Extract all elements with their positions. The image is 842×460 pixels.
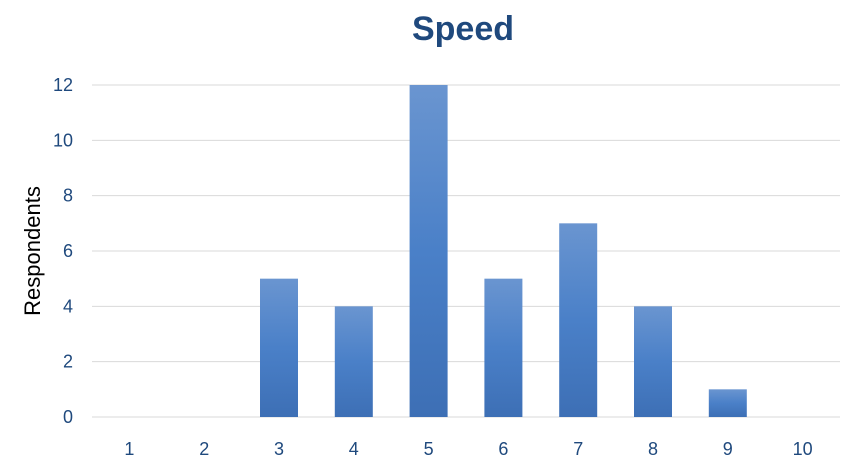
y-tick-label: 10 (53, 130, 73, 150)
x-tick-label: 4 (349, 439, 359, 459)
x-tick-label: 7 (573, 439, 583, 459)
y-tick-label: 8 (63, 186, 73, 206)
bar-5 (409, 85, 448, 417)
y-tick-label: 4 (63, 296, 73, 316)
x-tick-label: 9 (723, 439, 733, 459)
chart-title: Speed (412, 10, 514, 48)
y-tick-label: 2 (63, 352, 73, 372)
y-axis-label: Respondents (20, 186, 45, 316)
x-tick-label: 1 (124, 439, 134, 459)
x-tick-label: 10 (793, 439, 813, 459)
x-tick-label: 8 (648, 439, 658, 459)
bar-8 (634, 306, 672, 417)
gridlines (92, 84, 840, 418)
y-tick-label: 0 (63, 407, 73, 427)
x-tick-label: 3 (274, 439, 284, 459)
y-tick-label: 12 (53, 75, 73, 95)
x-tick-labels: 1 2 3 4 5 6 7 8 9 10 (124, 439, 812, 459)
x-tick-label: 6 (498, 439, 508, 459)
y-tick-labels: 0 2 4 6 8 10 12 (53, 75, 73, 427)
x-tick-label: 2 (199, 439, 209, 459)
bar-6 (484, 278, 523, 417)
bar-9 (708, 389, 747, 417)
x-tick-label: 5 (424, 439, 434, 459)
bar-3 (260, 278, 298, 417)
y-tick-label: 6 (63, 241, 73, 261)
bars (260, 85, 747, 417)
bar-4 (334, 306, 373, 417)
bar-7 (559, 223, 598, 417)
